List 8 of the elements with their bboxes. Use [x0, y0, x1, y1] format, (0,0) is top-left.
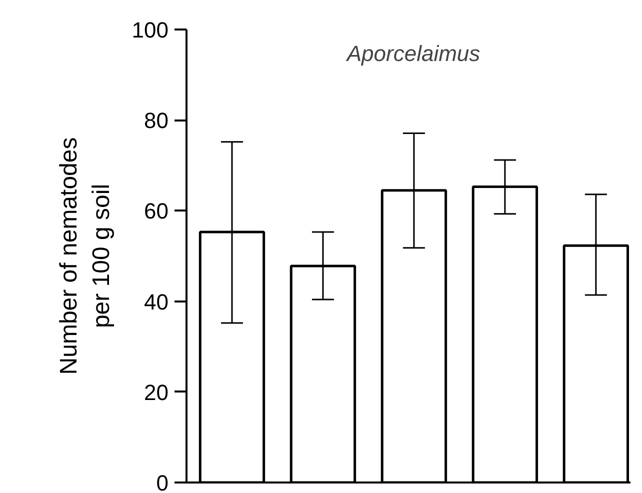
y-tick-label: 60: [144, 198, 169, 224]
y-tick-label: 0: [156, 470, 169, 493]
y-tick-label: 80: [144, 108, 169, 134]
y-tick-label: 100: [132, 18, 169, 42]
y-tick-label: 20: [144, 380, 169, 405]
text: Aporcelaimus: [344, 41, 480, 66]
y-tick-label: 40: [144, 289, 169, 314]
y-axis-title: Number of nematodes per 100 g soil: [55, 137, 115, 375]
